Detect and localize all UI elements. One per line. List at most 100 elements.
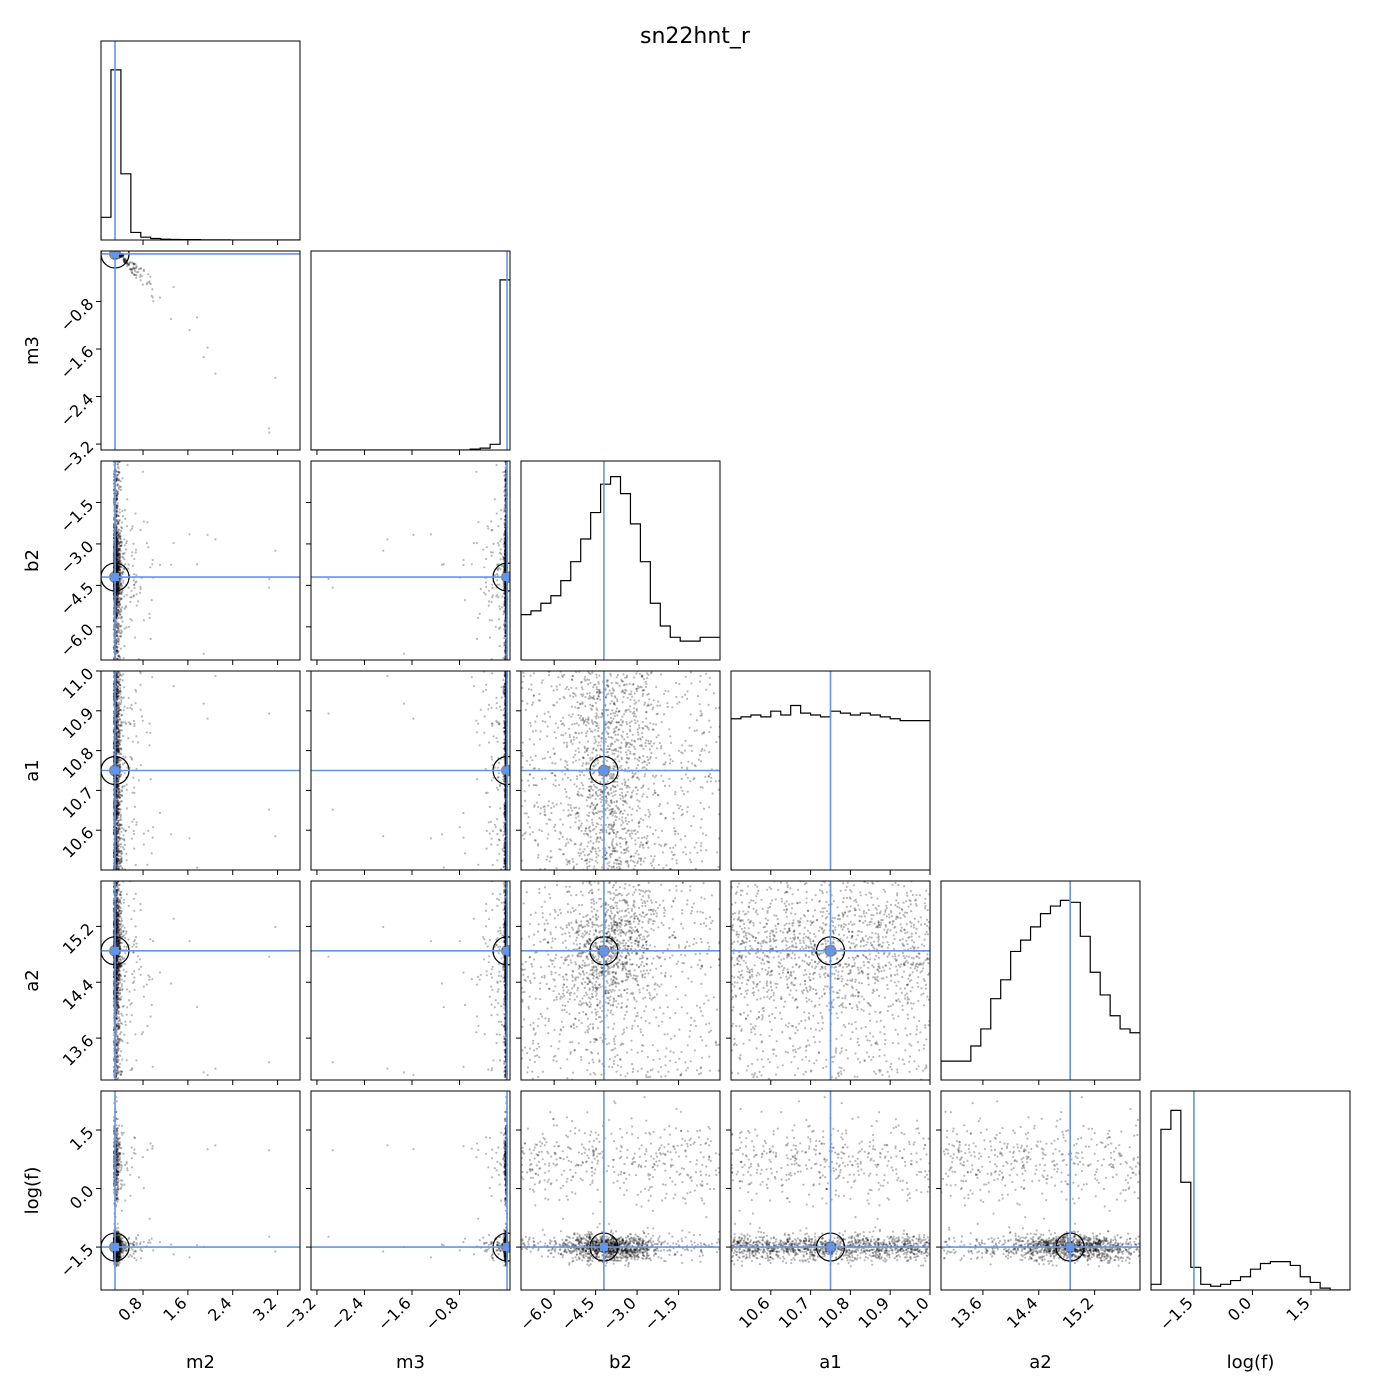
sample-point xyxy=(480,588,482,590)
sample-point xyxy=(121,510,123,512)
sample-point xyxy=(151,599,153,601)
sample-point xyxy=(494,498,496,500)
sample-point xyxy=(135,265,137,267)
sample-point xyxy=(188,329,190,331)
sample-point xyxy=(464,599,466,601)
sample-point xyxy=(116,507,118,509)
sample-point xyxy=(121,572,123,574)
sample-point xyxy=(203,356,205,358)
histogram-b2 xyxy=(521,477,720,660)
sample-point xyxy=(146,283,148,285)
sample-point xyxy=(498,605,500,607)
sample-point xyxy=(137,600,139,602)
sample-point xyxy=(498,628,500,630)
sample-point xyxy=(133,579,135,581)
sample-point xyxy=(496,579,498,581)
sample-point xyxy=(120,629,122,631)
sample-point xyxy=(152,300,154,302)
sample-point xyxy=(502,565,504,567)
sample-point xyxy=(124,563,126,565)
sample-point xyxy=(119,511,121,513)
sample-point xyxy=(503,557,505,559)
sample-point xyxy=(500,518,502,520)
sample-point xyxy=(501,595,503,597)
sample-point xyxy=(119,608,121,610)
sample-point xyxy=(126,594,128,596)
sample-point xyxy=(119,508,121,510)
sample-point xyxy=(496,464,498,466)
sample-point xyxy=(133,587,135,589)
sample-point xyxy=(133,584,135,586)
sample-point xyxy=(140,709,142,711)
sample-point xyxy=(125,542,127,544)
sample-point xyxy=(196,563,198,565)
sample-point xyxy=(116,493,118,495)
sample-point xyxy=(504,519,506,521)
sample-point xyxy=(135,593,137,595)
sample-point xyxy=(123,558,125,560)
sample-point xyxy=(125,548,127,550)
sample-point xyxy=(274,377,276,379)
sample-point xyxy=(119,657,121,659)
scatter-points xyxy=(113,460,277,660)
sample-point xyxy=(495,626,497,628)
sample-point xyxy=(140,268,142,270)
sample-point xyxy=(119,555,121,557)
sample-point xyxy=(499,608,501,610)
sample-point xyxy=(122,255,124,257)
sample-point xyxy=(477,521,479,523)
sample-point xyxy=(128,587,130,589)
sample-point xyxy=(143,269,145,271)
sample-point xyxy=(146,521,148,523)
sample-point xyxy=(136,605,138,607)
sample-point xyxy=(268,587,270,589)
sample-point xyxy=(130,590,132,592)
sample-point xyxy=(121,521,123,523)
sample-point xyxy=(116,504,118,506)
y-tick-label: −2.4 xyxy=(56,389,97,430)
histogram-m2 xyxy=(101,70,300,240)
sample-point xyxy=(121,553,123,555)
sample-point xyxy=(499,645,501,647)
sample-point xyxy=(476,638,478,640)
sample-point xyxy=(500,558,502,560)
sample-point xyxy=(129,261,131,263)
sample-point xyxy=(148,613,150,615)
sample-point xyxy=(496,573,498,575)
sample-point xyxy=(116,490,118,492)
sample-point xyxy=(135,581,137,583)
sample-point xyxy=(117,521,119,523)
sample-point xyxy=(142,284,144,286)
sample-point xyxy=(123,595,125,597)
sample-point xyxy=(116,646,118,648)
sample-point xyxy=(122,582,124,584)
sample-point xyxy=(118,471,120,473)
sample-point xyxy=(489,636,491,638)
sample-point xyxy=(268,431,270,433)
sample-point xyxy=(119,485,121,487)
sample-point xyxy=(142,471,144,473)
sample-point xyxy=(120,544,122,546)
sample-point xyxy=(131,555,133,557)
sample-point xyxy=(129,596,131,598)
sample-point xyxy=(159,564,161,566)
panel-frame xyxy=(311,251,510,450)
sample-point xyxy=(129,529,131,531)
sample-point xyxy=(500,553,502,555)
sample-point xyxy=(133,725,135,727)
sample-point xyxy=(135,549,137,551)
truth-marker xyxy=(111,573,119,581)
sample-point xyxy=(118,610,120,612)
sample-point xyxy=(123,645,125,647)
sample-point xyxy=(147,273,149,275)
sample-point xyxy=(473,542,475,544)
sample-point xyxy=(120,489,122,491)
sample-point xyxy=(500,538,502,540)
sample-point xyxy=(139,274,141,276)
sample-point xyxy=(128,626,130,628)
sample-point xyxy=(147,546,149,548)
sample-point xyxy=(332,587,334,589)
sample-point xyxy=(133,558,135,560)
sample-point xyxy=(504,611,506,613)
sample-point xyxy=(120,530,122,532)
